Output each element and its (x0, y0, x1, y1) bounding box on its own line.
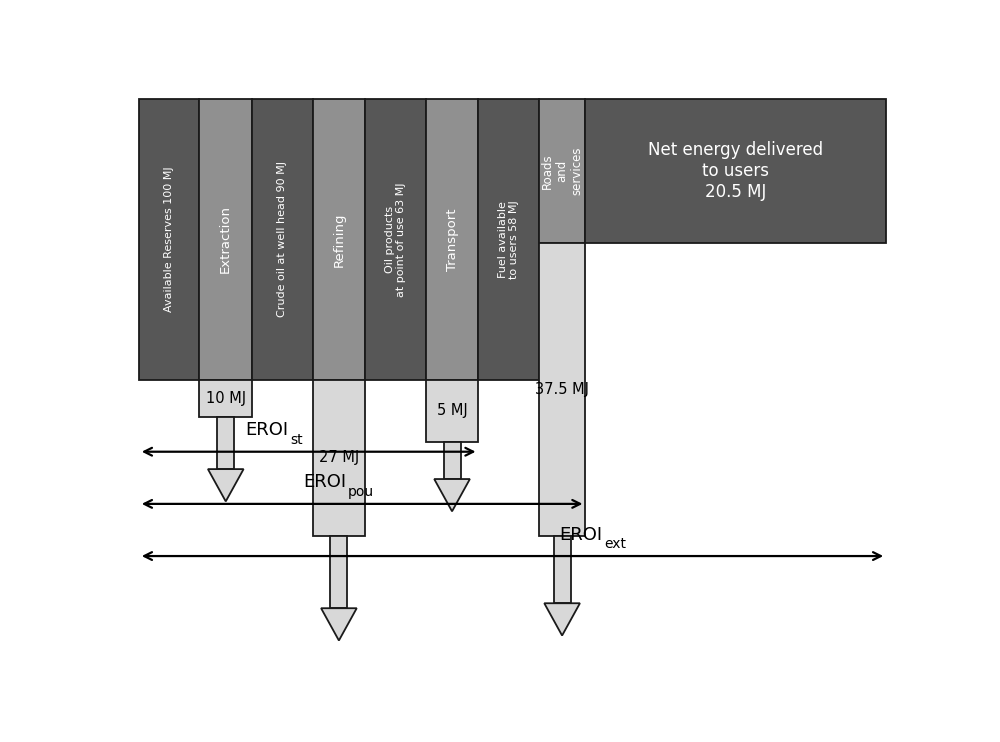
Polygon shape (544, 603, 580, 636)
Text: Extraction: Extraction (219, 206, 232, 273)
Text: EROI: EROI (559, 525, 602, 544)
Bar (199, 99, 252, 380)
Text: Oil products
at point of use 63 MJ: Oil products at point of use 63 MJ (385, 182, 406, 297)
Text: Fuel available
to users 58 MJ: Fuel available to users 58 MJ (498, 200, 519, 279)
Text: 37.5 MJ: 37.5 MJ (535, 382, 589, 397)
Bar (585, 99, 886, 243)
Bar (539, 99, 585, 243)
Bar (217, 417, 234, 469)
Text: st: st (290, 433, 303, 447)
Bar (313, 380, 365, 536)
Text: Roads
and
services: Roads and services (541, 147, 584, 195)
Text: Transport: Transport (446, 208, 459, 271)
Text: EROI: EROI (245, 421, 288, 439)
Text: 5 MJ: 5 MJ (437, 403, 467, 418)
Text: ext: ext (604, 537, 626, 551)
Bar (365, 99, 426, 380)
Bar (539, 243, 585, 536)
Bar (426, 99, 478, 380)
Text: Crude oil at well head 90 MJ: Crude oil at well head 90 MJ (277, 161, 287, 318)
Bar (199, 380, 252, 417)
Bar (252, 99, 313, 380)
Bar (330, 536, 347, 608)
Text: 27 MJ: 27 MJ (319, 450, 359, 465)
Bar (478, 99, 539, 380)
Bar (444, 441, 461, 479)
Text: Net energy delivered
to users
20.5 MJ: Net energy delivered to users 20.5 MJ (648, 141, 823, 201)
Text: EROI: EROI (303, 473, 346, 491)
Text: pou: pou (348, 485, 374, 499)
Bar (426, 380, 478, 441)
Text: Available Reserves 100 MJ: Available Reserves 100 MJ (164, 166, 174, 312)
Bar (554, 536, 571, 603)
Bar (139, 99, 199, 380)
Polygon shape (434, 479, 470, 511)
Text: Refining: Refining (332, 212, 345, 266)
Text: 10 MJ: 10 MJ (206, 391, 246, 406)
Bar (313, 99, 365, 380)
Polygon shape (321, 608, 357, 640)
Polygon shape (208, 469, 244, 502)
